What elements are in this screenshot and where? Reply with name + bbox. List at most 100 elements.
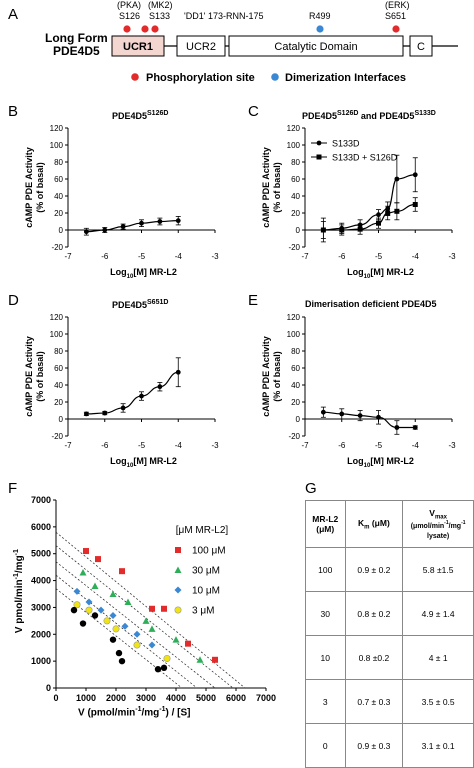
cell-km: 0.8 ±0.2 <box>344 635 404 680</box>
header-km: Km (μM) <box>344 500 404 548</box>
legend-label: S133D <box>332 139 360 149</box>
panel-f-xlabel-sup2: -1 <box>159 706 166 713</box>
x-tick-label: -3 <box>211 252 219 261</box>
panel-f-xlabel: V (pmol/min-1/mg-1) / [S] <box>78 706 190 718</box>
header-km-sub: m <box>364 524 370 531</box>
site-s126-top: (PKA) <box>117 0 142 10</box>
legend-marker <box>174 566 182 573</box>
fit-curve-0 <box>323 174 416 231</box>
x-tick-label: 2000 <box>106 693 126 703</box>
y-tick-label: 120 <box>50 124 64 133</box>
x-axis-label: Log10[M] MR-L2 <box>347 456 414 469</box>
legend-title: [μM MR-L2] <box>176 525 229 536</box>
y-axis-label: cAMP PDE Activity(% of basal) <box>24 147 45 228</box>
x-tick-label: -3 <box>211 441 219 450</box>
data-point <box>148 625 156 632</box>
y-axis-label-line1: cAMP PDE Activity <box>261 147 271 228</box>
y-tick-label: 5000 <box>31 549 51 559</box>
legend-marker <box>174 586 182 594</box>
y-tick-label: 60 <box>54 364 63 373</box>
cell-vmax: 5.8 ±1.5 <box>402 547 474 592</box>
y-tick-label: 1000 <box>31 656 51 666</box>
data-point <box>91 612 99 619</box>
x-axis-label-post: [M] MR-L2 <box>370 267 414 277</box>
data-point <box>115 649 123 657</box>
panel-c-title-a-sup: S126D <box>337 110 359 117</box>
panel-label-f: F <box>8 480 18 497</box>
data-point <box>161 605 167 612</box>
x-axis-label: Log10[M] MR-L2 <box>110 456 177 469</box>
data-point <box>376 220 381 226</box>
s133-phospho-dot-1 <box>141 25 149 33</box>
data-point <box>394 425 400 430</box>
panel-c-title-b-sup: S133D <box>414 110 436 117</box>
s651-phospho-dot <box>392 25 400 33</box>
y-axis-label-line2: (% of basal) <box>35 351 45 402</box>
data-point <box>339 411 345 417</box>
data-point <box>157 384 163 390</box>
panel-f-xlabel-post: ) / [S] <box>165 707 191 719</box>
data-point <box>97 606 105 614</box>
data-point <box>124 598 132 606</box>
header-vmax-line2: (μmol/min <box>410 523 445 531</box>
y-tick-label: 60 <box>291 175 300 184</box>
y-axis-label-line1: cAMP PDE Activity <box>24 336 34 417</box>
data-point <box>133 630 141 638</box>
data-point <box>109 611 117 619</box>
chart-d: -20 0 20 40 60 80 100 120 -7 -6 -5 -4 -3 cAMP PDE Act… <box>24 313 219 469</box>
data-point <box>121 622 129 630</box>
cell-vmax: 3.1 ± 0.1 <box>402 723 474 768</box>
panel-d-title-main: PDE4D5 <box>112 300 148 310</box>
y-tick-label: 6000 <box>31 522 51 532</box>
panel-c-title-a: PDE4D5 <box>302 111 338 121</box>
data-point <box>118 657 126 665</box>
x-axis-label-sub: 10 <box>127 274 134 280</box>
x-tick-label: -6 <box>338 441 346 450</box>
data-point <box>412 172 418 178</box>
y-tick-label: -20 <box>288 432 300 441</box>
chart-b: -20 0 20 40 60 80 100 120 -7 -6 -5 -4 -3 cAMP PDE Act… <box>24 124 219 280</box>
x-tick-label: -7 <box>64 441 72 450</box>
y-tick-label: 100 <box>287 330 301 339</box>
x-axis-label-pre: Log <box>110 267 127 277</box>
x-tick-label: 3000 <box>136 693 156 703</box>
legend-marker <box>316 154 322 160</box>
data-point <box>70 606 78 614</box>
x-tick-label: -4 <box>175 441 183 450</box>
cell-vmax: 4.9 ± 1.4 <box>402 591 474 636</box>
x-tick-label: -7 <box>64 252 72 261</box>
x-tick-label: -7 <box>301 441 309 450</box>
panel-b-title: PDE4D5S126D <box>112 110 168 121</box>
data-point <box>320 227 326 233</box>
table-row: 100 0.9 ± 0.2 5.8 ±1.5 <box>305 547 474 592</box>
y-axis-label-line2: (% of basal) <box>35 162 45 213</box>
site-s133-top: (MK2) <box>148 0 173 10</box>
x-tick-label: 6000 <box>226 693 246 703</box>
chart-e: -20 0 20 40 60 80 100 120 -7 -6 -5 -4 -3 cAMP PDE Act… <box>261 313 456 469</box>
table-row: 30 0.8 ± 0.2 4.9 ± 1.4 <box>305 591 474 636</box>
y-axis-label-line1: cAMP PDE Activity <box>261 336 271 417</box>
header-vmax-pre: V <box>429 507 435 518</box>
legend-marker <box>316 140 322 146</box>
fit-curve-0 <box>323 411 416 429</box>
y-axis-label: cAMP PDE Activity(% of basal) <box>261 336 282 417</box>
cell-km: 0.9 ± 0.3 <box>344 723 404 768</box>
site-r499: R499 <box>309 11 331 21</box>
data-point <box>172 636 180 643</box>
x-tick-label: -5 <box>138 252 146 261</box>
data-point <box>85 598 93 606</box>
domain-catalytic-label: Catalytic Domain <box>274 41 357 53</box>
data-point <box>120 405 126 411</box>
s133-phospho-dot-2 <box>151 25 159 33</box>
y-tick-label: 0 <box>296 415 301 424</box>
y-tick-label: 80 <box>291 158 300 167</box>
data-point <box>157 219 163 224</box>
data-point <box>139 393 144 399</box>
data-point <box>102 227 108 233</box>
y-tick-label: 20 <box>54 398 63 407</box>
x-tick-label: 7000 <box>256 693 276 703</box>
header-mr-l2-a: MR-L2 <box>312 514 339 524</box>
x-tick-label: -3 <box>448 252 456 261</box>
panel-d-title: PDE4D5S651D <box>112 299 168 310</box>
panel-f-ylabel-sup2: -1 <box>12 549 20 556</box>
